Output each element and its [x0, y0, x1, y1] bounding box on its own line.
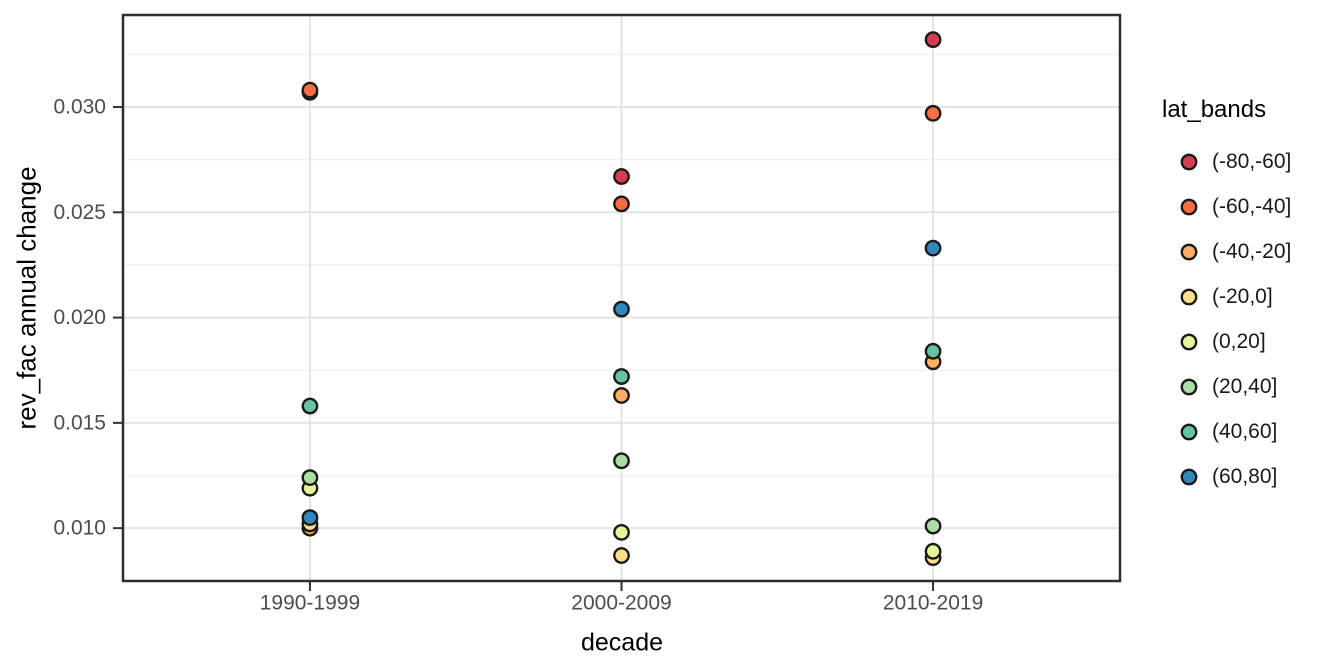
legend-item-label: (0,20] — [1212, 329, 1266, 353]
y-axis-title: rev_fac annual change — [11, 166, 42, 430]
data-point — [301, 397, 319, 415]
legend-key-icon — [1180, 468, 1198, 485]
y-tick-label: 0.030 — [53, 96, 106, 119]
data-point — [613, 368, 630, 385]
y-tick-label: 0.015 — [53, 411, 106, 434]
legend-title: lat_bands — [1162, 96, 1267, 123]
data-point — [613, 452, 630, 470]
legend-item-3: (-20,0] — [1162, 274, 1291, 319]
data-point — [924, 517, 942, 535]
data-point — [613, 300, 630, 318]
x-tick-label: 2010-2019 — [883, 592, 983, 615]
legend-item-label: (-60,-40] — [1212, 194, 1292, 218]
data-point — [613, 387, 630, 404]
data-point — [301, 469, 319, 487]
data-point — [924, 542, 942, 560]
legend-item-0: (-80,-60] — [1162, 139, 1291, 184]
legend-item-6: (40,60] — [1162, 409, 1291, 454]
legend-key-icon — [1180, 288, 1198, 305]
data-point — [924, 239, 942, 257]
legend-item-2: (-40,-20] — [1162, 229, 1291, 274]
legend-key-icon — [1180, 378, 1198, 395]
legend-item-label: (-20,0] — [1212, 284, 1273, 308]
legend-key-icon — [1180, 333, 1198, 350]
data-point — [924, 342, 942, 360]
legend-item-4: (0,20] — [1162, 319, 1291, 364]
legend-key-icon — [1180, 153, 1198, 170]
data-point — [924, 104, 942, 122]
legend-key-icon — [1180, 423, 1198, 440]
legend-item-1: (-60,-40] — [1162, 184, 1291, 229]
legend-key-icon — [1180, 243, 1198, 260]
y-tick-label: 0.025 — [53, 201, 106, 224]
legend-item-label: (-40,-20] — [1212, 239, 1292, 263]
y-tick-label: 0.020 — [53, 306, 106, 329]
data-point — [613, 168, 630, 185]
data-point — [301, 509, 319, 527]
data-point — [301, 81, 319, 99]
legend-item-5: (20,40] — [1162, 364, 1291, 409]
x-tick-label: 1990-1999 — [260, 592, 360, 615]
legend: lat_bands (-80,-60] (-60,-40] (-40,-20] (-2… — [1162, 97, 1291, 499]
panel-border — [121, 13, 1122, 583]
data-point — [924, 31, 942, 49]
data-point — [613, 547, 630, 564]
legend-item-label: (40,60] — [1212, 419, 1278, 443]
x-tick-label: 2000-2009 — [571, 592, 671, 615]
x-axis-title: decade — [580, 628, 664, 657]
data-point — [613, 523, 630, 541]
data-point — [613, 195, 630, 213]
y-tick-label: 0.010 — [53, 517, 106, 540]
legend-key-icon — [1180, 198, 1198, 215]
legend-item-label: (20,40] — [1212, 374, 1278, 398]
legend-item-7: (60,80] — [1162, 454, 1291, 499]
legend-item-label: (-80,-60] — [1212, 149, 1292, 173]
legend-items: (-80,-60] (-60,-40] (-40,-20] (-20,0] (0,20]… — [1162, 139, 1291, 499]
legend-item-label: (60,80] — [1212, 464, 1278, 488]
